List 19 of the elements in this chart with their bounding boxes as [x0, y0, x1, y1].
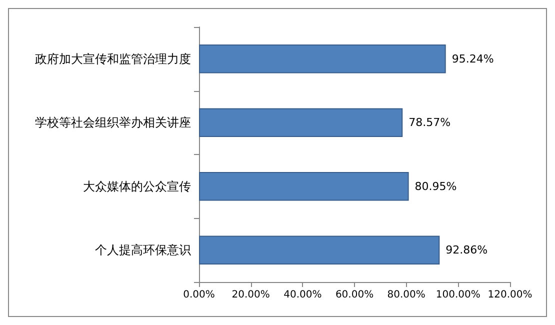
y-tick-label: 学校等社会组织举办相关讲座 [35, 116, 191, 130]
x-tick-label: 100.00% [436, 290, 480, 300]
data-label: 95.24% [452, 52, 494, 66]
x-tick-label: 60.00% [335, 290, 374, 300]
bar [199, 108, 403, 137]
data-label: 92.86% [446, 244, 488, 257]
bar [199, 172, 409, 201]
y-tick-label: 政府加大宣传和监管治理力度 [35, 52, 191, 66]
x-tick-label: 120.00% [488, 290, 532, 300]
x-tick-label: 40.00% [284, 290, 322, 300]
x-tick-label: 20.00% [232, 290, 270, 300]
bar [199, 44, 446, 74]
bar [199, 236, 440, 264]
x-tick-label: 80.00% [387, 290, 426, 300]
x-tick-label: 0.00% [183, 290, 215, 300]
y-tick-label: 大众媒体的公众宣传 [83, 179, 191, 194]
data-label: 80.95% [414, 180, 457, 193]
y-tick-label: 个人提高环保意识 [95, 243, 191, 258]
data-label: 78.57% [408, 116, 451, 130]
